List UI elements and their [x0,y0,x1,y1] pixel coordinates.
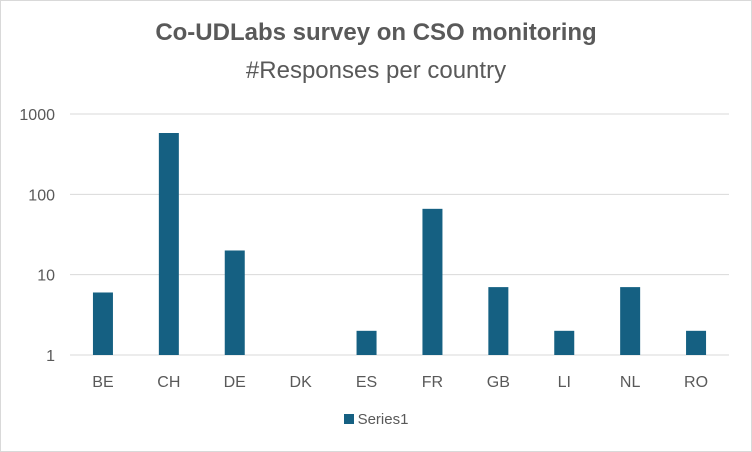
bar-ch [158,133,179,355]
legend-label: Series1 [357,411,409,428]
y-tick-label: 1 [46,348,55,365]
bar-de [224,250,245,355]
x-tick-label: DK [290,374,313,391]
y-tick-label: 1000 [19,107,55,124]
bar-fr [422,208,443,355]
y-tick-label: 10 [37,268,55,285]
chart-title: Co-UDLabs survey on CSO monitoring [155,19,597,46]
bar-be [92,292,113,355]
y-axis-ticks: 1 10 100 1000 [19,107,55,365]
bar-es [356,330,377,355]
x-axis-ticks: BE CH DE DK ES FR GB LI NL RO [92,374,708,391]
chart-subtitle: #Responses per country [245,57,507,84]
x-tick-label: CH [157,374,180,391]
x-tick-label: GB [487,374,510,391]
x-tick-label: FR [422,374,443,391]
bar-li [554,330,575,355]
legend: Series1 [1,411,751,428]
x-tick-label: BE [92,374,113,391]
bar-ro [686,330,707,355]
x-tick-label: LI [558,374,571,391]
legend-swatch [343,414,354,424]
bar-gb [488,287,509,355]
x-tick-label: ES [356,374,377,391]
x-tick-label: RO [684,374,708,391]
gridlines [70,113,729,356]
x-tick-label: NL [620,374,641,391]
y-tick-label: 100 [28,187,55,204]
x-tick-label: DE [224,374,246,391]
bar-nl [620,287,641,355]
bars [92,133,707,355]
